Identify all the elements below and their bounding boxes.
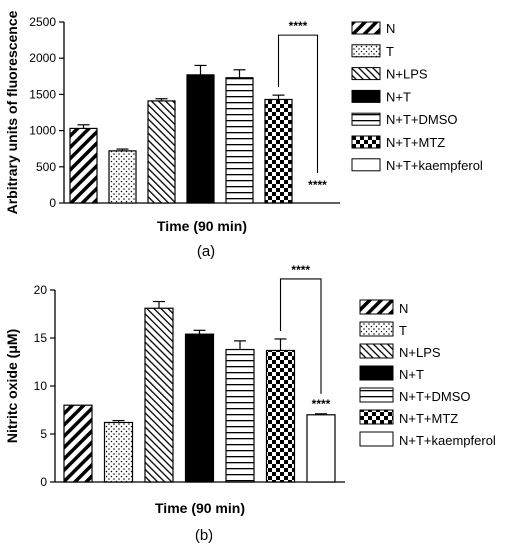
bar-t <box>103 421 134 483</box>
bar-n-t-dmso <box>225 348 255 483</box>
panel-label: (a) <box>197 243 215 260</box>
legend-swatch <box>351 135 381 149</box>
bar-n-t-kaempferol <box>306 414 336 483</box>
legend-swatch <box>351 67 381 81</box>
legend-entry-label: N+T+kaempferol <box>386 158 483 173</box>
legend-entry-label: N+T+DMSO <box>399 389 471 404</box>
y-axis-label: Nitritc oxide (μM) <box>4 329 20 443</box>
bar-n-lps <box>147 100 176 204</box>
legend-entry-label: N+T+MTZ <box>386 135 445 150</box>
significance-label: **** <box>289 19 308 33</box>
legend-swatch <box>359 365 394 381</box>
legend-swatch <box>351 158 381 172</box>
bar-n-t-mtz <box>265 349 296 483</box>
bar-t <box>108 150 137 204</box>
legend-entry-label: T <box>386 44 394 59</box>
legend-swatch <box>359 409 394 425</box>
legend-swatch <box>351 44 381 58</box>
significance-bracket: **** <box>279 263 322 394</box>
y-tick-label: 500 <box>36 160 56 174</box>
legend-entry-label: N+T+kaempferol <box>399 433 496 448</box>
legend-entry-label: N+T <box>386 89 411 104</box>
legend-swatch <box>359 431 394 447</box>
legend: NT N+LPS N+T N+T+DMSO N+T+MTZ N+T+kaempferol <box>351 21 483 173</box>
legend-entry-label: N <box>386 21 395 36</box>
y-tick-label: 2500 <box>29 15 56 29</box>
bar-n-lps <box>144 307 174 483</box>
legend-swatch <box>351 21 381 35</box>
y-tick-label: 20 <box>34 283 48 297</box>
bar-n-t <box>184 333 215 483</box>
legend-entry-label: N <box>399 301 408 316</box>
significance-bracket: **** <box>277 19 319 173</box>
legend-entry-label: N+T+DMSO <box>386 112 458 127</box>
y-tick-label: 0 <box>49 196 56 210</box>
bar-n-t-mtz <box>264 98 293 204</box>
y-tick-label: 10 <box>34 379 48 393</box>
significance-label: **** <box>308 178 327 192</box>
chart-panel-b: 0 5 10 15 20 **** **** Nitritc oxide (μM) Time (… <box>4 263 496 544</box>
panel-label: (b) <box>195 527 213 544</box>
legend-swatch <box>359 343 394 359</box>
legend-swatch <box>359 387 394 403</box>
x-axis-label: Time (90 min) <box>157 218 247 234</box>
chart-panel-a: 0 500 1000 1500 2000 2500 **** **** Arbitrary un… <box>4 10 483 260</box>
y-axis-label: Arbitrary units of fluorescence <box>4 10 20 214</box>
y-tick-label: 15 <box>34 331 48 345</box>
legend: NT N+LPS N+T N+T+DMSO N+T+MTZ N+T+kaempferol <box>359 299 496 448</box>
legend-entry-label: T <box>399 323 407 338</box>
y-tick-label: 2000 <box>29 51 56 65</box>
y-tick-label: 5 <box>40 427 47 441</box>
bar-n <box>69 127 98 204</box>
x-axis-label: Time (90 min) <box>155 500 245 516</box>
bar-n-t <box>186 74 215 204</box>
significance-label: **** <box>291 263 310 277</box>
legend-swatch <box>351 89 381 103</box>
legend-swatch <box>351 112 381 126</box>
legend-entry-label: N+LPS <box>386 67 428 82</box>
bar-n-t-dmso <box>225 77 254 204</box>
legend-entry-label: N+T+MTZ <box>399 411 458 426</box>
significance-label: **** <box>312 397 331 411</box>
y-tick-label: 1500 <box>29 87 56 101</box>
legend-entry-label: N+LPS <box>399 345 441 360</box>
y-tick-label: 0 <box>40 475 47 489</box>
legend-swatch <box>359 299 394 315</box>
bar-n <box>63 404 93 483</box>
y-tick-label: 1000 <box>29 124 56 138</box>
legend-entry-label: N+T <box>399 367 424 382</box>
legend-swatch <box>359 321 394 337</box>
